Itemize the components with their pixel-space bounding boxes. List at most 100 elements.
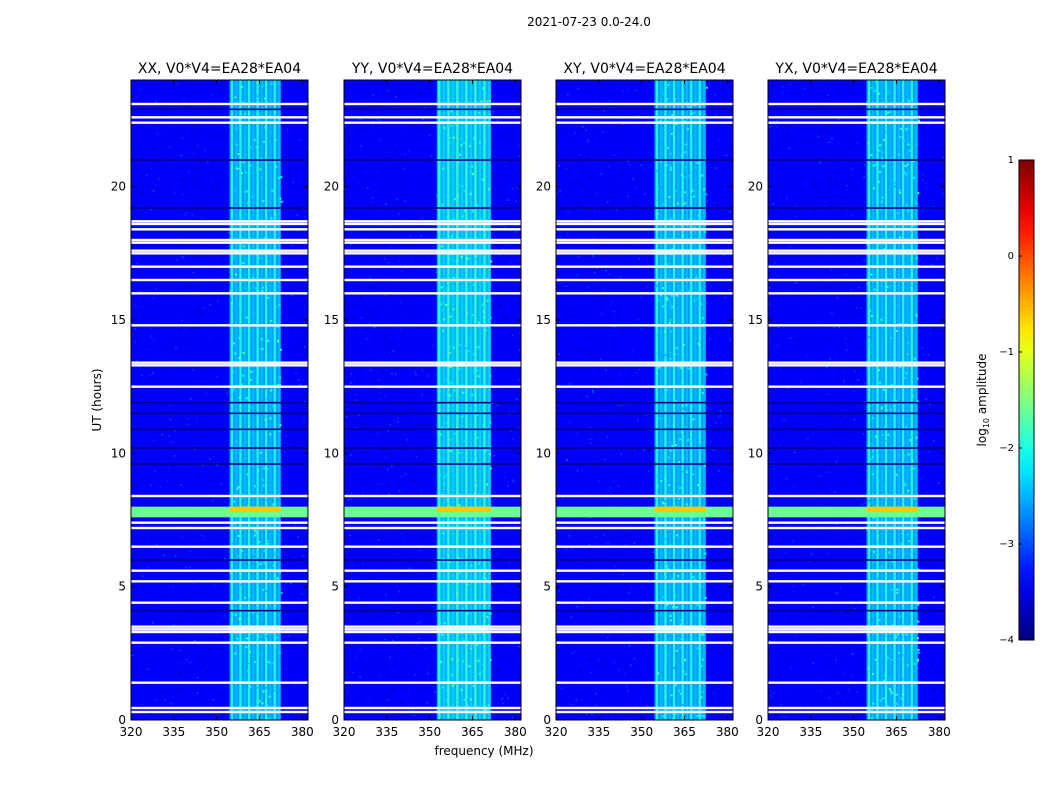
noise-speckle (599, 480, 601, 482)
noise-speckle (402, 449, 405, 451)
noise-speckle (808, 589, 810, 591)
noise-speckle (816, 173, 818, 175)
band-speckle (229, 298, 232, 301)
band-speckle (470, 644, 473, 646)
band-speckle (446, 699, 449, 702)
noise-speckle (190, 398, 192, 400)
noise-speckle (635, 637, 637, 640)
noise-speckle (162, 554, 165, 557)
noise-speckle (731, 145, 733, 147)
band-speckle (894, 181, 897, 184)
band-speckle (670, 694, 673, 697)
flag-dark (131, 609, 308, 612)
band-speckle (489, 658, 492, 661)
noise-speckle (177, 709, 179, 711)
noise-speckle (857, 498, 859, 500)
noise-speckle (651, 298, 653, 301)
band-speckle (459, 153, 462, 156)
noise-speckle (209, 293, 212, 296)
noise-speckle (622, 90, 624, 92)
noise-speckle (350, 717, 352, 720)
background-fill (344, 80, 521, 720)
band-speckle (279, 424, 282, 426)
band-speckle (258, 635, 261, 638)
noise-speckle (282, 399, 285, 401)
band-speckle (917, 637, 919, 640)
band-speckle (251, 551, 254, 554)
noise-speckle (852, 450, 855, 453)
noise-speckle (395, 315, 397, 317)
noise-speckle (168, 115, 170, 117)
band-speckle (275, 81, 278, 84)
flag-white (131, 385, 308, 388)
noise-speckle (512, 88, 515, 91)
band-speckle (267, 517, 270, 520)
noise-speckle (147, 668, 149, 670)
noise-speckle (564, 414, 567, 416)
flag-dark (131, 401, 308, 404)
band-speckle (655, 675, 658, 678)
noise-speckle (802, 582, 804, 585)
band-speckle (450, 381, 453, 384)
noise-speckle (295, 114, 298, 116)
noise-speckle (926, 491, 929, 494)
noise-speckle (824, 142, 826, 144)
band-speckle (669, 357, 672, 360)
noise-speckle (214, 294, 217, 297)
noise-speckle (941, 439, 944, 442)
noise-speckle (825, 346, 828, 348)
noise-speckle (638, 371, 640, 373)
noise-speckle (349, 534, 351, 536)
x-axis-label: frequency (MHz) (434, 744, 533, 758)
noise-speckle (174, 191, 176, 194)
band-speckle (702, 95, 705, 98)
band-speckle (671, 579, 674, 581)
noise-speckle (401, 492, 403, 494)
band-speckle (655, 284, 658, 287)
noise-speckle (495, 653, 497, 655)
noise-speckle (400, 475, 403, 478)
flag-dark (344, 609, 521, 612)
band-speckle (232, 389, 235, 392)
noise-speckle (847, 525, 849, 528)
band-speckle (658, 299, 661, 302)
noise-speckle (361, 316, 363, 319)
noise-speckle (420, 235, 422, 237)
noise-speckle (213, 383, 216, 385)
band-speckle (700, 585, 703, 588)
band-speckle (261, 348, 264, 351)
band-speckle (242, 161, 245, 164)
band-speckle (656, 351, 658, 354)
noise-speckle (175, 82, 177, 85)
noise-speckle (586, 397, 588, 399)
noise-speckle (164, 691, 166, 694)
noise-speckle (788, 147, 791, 150)
noise-speckle (381, 384, 383, 386)
noise-speckle (852, 327, 854, 330)
noise-speckle (859, 600, 861, 603)
noise-speckle (368, 189, 370, 192)
band-speckle (666, 146, 669, 149)
noise-speckle (917, 87, 920, 89)
noise-speckle (392, 518, 395, 521)
rfi-stripe (456, 80, 459, 720)
noise-speckle (409, 235, 411, 238)
band-speckle (660, 599, 663, 602)
noise-speckle (298, 145, 300, 147)
noise-speckle (413, 577, 416, 579)
noise-speckle (633, 542, 636, 544)
noise-speckle (179, 531, 181, 533)
noise-speckle (565, 168, 567, 170)
band-speckle (256, 81, 259, 84)
noise-speckle (723, 254, 726, 257)
band-speckle (697, 215, 700, 217)
noise-speckle (922, 438, 924, 440)
noise-speckle (820, 427, 822, 429)
noise-speckle (928, 504, 930, 506)
flag-white (131, 228, 308, 231)
noise-speckle (561, 465, 563, 468)
band-speckle (904, 455, 906, 458)
band-speckle (911, 671, 914, 673)
noise-speckle (175, 258, 178, 261)
noise-speckle (420, 490, 423, 492)
